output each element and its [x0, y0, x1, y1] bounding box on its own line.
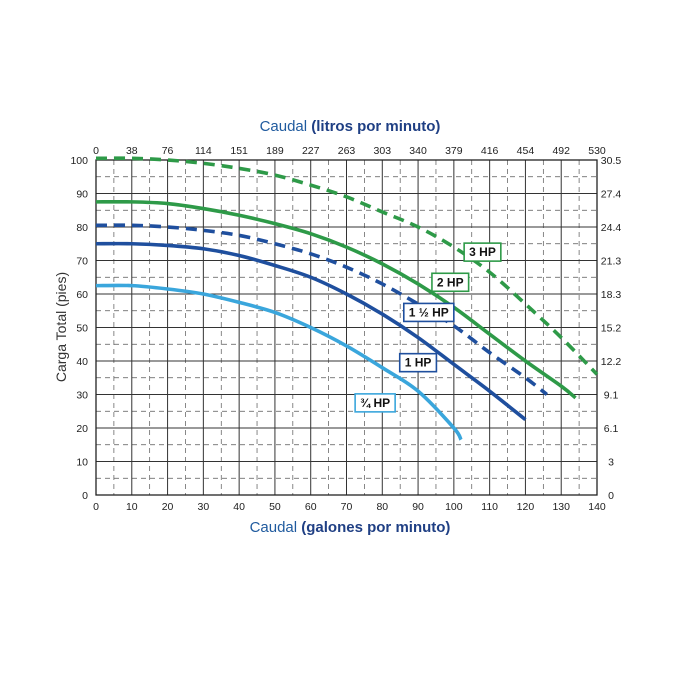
y-tick-label: 20 — [76, 423, 88, 435]
x-tick-label: 100 — [445, 501, 463, 513]
curve-label-box — [402, 302, 455, 323]
x-top-tick-label: 151 — [230, 145, 248, 157]
y-right-tick-label: 27.4 — [601, 189, 622, 201]
curves — [95, 156, 599, 441]
x-tick-label: 20 — [162, 501, 174, 513]
x-top-tick-label: 379 — [445, 145, 463, 157]
series-line-2 — [95, 223, 549, 396]
curve-label-0: 3 HP — [463, 242, 502, 262]
bottom-axis-title: Caudal (galones por minuto) — [250, 519, 451, 536]
series-line-3 — [95, 241, 527, 422]
curve-label-box — [431, 272, 470, 293]
grid — [95, 159, 598, 496]
x-top-tick-label: 530 — [588, 145, 606, 157]
plot-frame — [95, 159, 598, 496]
x-tick-label: 10 — [126, 501, 138, 513]
x-top-tick-label: 227 — [302, 145, 320, 157]
y-right-tick-label: 15.2 — [601, 323, 622, 335]
y-tick-label: 70 — [76, 256, 88, 268]
x-tick-label: 60 — [305, 501, 317, 513]
y-right-tick-label: 3 — [608, 457, 614, 469]
curve-label-box — [398, 352, 438, 373]
y-right-tick-label: 0 — [608, 490, 614, 502]
y-right-tick-label: 9.1 — [604, 390, 619, 402]
x-top-tick-label: 416 — [481, 145, 499, 157]
y-axis-title: Carga Total (pies) — [53, 272, 69, 382]
curve-labels: 3 HP 2 HP 1 ½ HP 1 HP ¾ HP — [354, 242, 502, 413]
top-axis-title: Caudal (litros por minuto) — [260, 118, 441, 135]
y-right-tick-label: 21.3 — [601, 256, 622, 268]
x-tick-label: 110 — [481, 501, 498, 513]
y-right-tick-label: 30.5 — [601, 155, 622, 167]
x-top-tick-label: 38 — [126, 145, 138, 157]
tick-labels: 0010382076301144015150189602277026380303… — [70, 145, 621, 513]
curve-label-3: 1 HP — [398, 352, 438, 373]
x-tick-label: 130 — [552, 501, 570, 513]
y-tick-label: 10 — [76, 457, 88, 469]
x-top-tick-label: 340 — [409, 145, 427, 157]
x-top-tick-label: 76 — [162, 145, 174, 157]
y-tick-label: 100 — [70, 155, 88, 167]
y-tick-label: 0 — [82, 490, 88, 502]
series-line-4 — [95, 283, 463, 441]
y-right-tick-label: 24.4 — [601, 222, 622, 234]
curve-label-box — [354, 393, 396, 413]
curve-label-2: 1 ½ HP — [402, 302, 455, 323]
x-tick-label: 40 — [233, 501, 245, 513]
x-top-tick-label: 0 — [93, 145, 99, 157]
curve-label-text: ¾ HP — [360, 396, 390, 410]
x-tick-label: 140 — [588, 501, 606, 513]
series-line-1 — [95, 199, 577, 400]
x-top-tick-label: 454 — [517, 145, 535, 157]
y-tick-label: 40 — [76, 356, 88, 368]
y-tick-label: 60 — [76, 289, 88, 301]
curve-label-text: 1 ½ HP — [409, 305, 449, 319]
curve-label-1: 2 HP — [431, 272, 470, 293]
x-tick-label: 80 — [376, 501, 388, 513]
y-right-tick-label: 6.1 — [604, 423, 619, 435]
curve-label-4: ¾ HP — [354, 393, 396, 413]
x-top-tick-label: 263 — [338, 145, 356, 157]
x-top-tick-label: 303 — [374, 145, 392, 157]
series-line-0 — [95, 156, 599, 376]
curve-label-text: 1 HP — [405, 356, 432, 370]
x-tick-label: 50 — [269, 501, 281, 513]
y-right-tick-label: 18.3 — [601, 289, 622, 301]
x-tick-label: 70 — [341, 501, 353, 513]
x-tick-label: 90 — [412, 501, 424, 513]
x-top-tick-label: 492 — [552, 145, 570, 157]
curve-label-text: 3 HP — [469, 245, 496, 259]
x-top-tick-label: 189 — [266, 145, 284, 157]
x-tick-label: 120 — [517, 501, 535, 513]
y-tick-label: 90 — [76, 189, 88, 201]
y-tick-label: 50 — [76, 323, 88, 335]
x-tick-label: 30 — [198, 501, 210, 513]
curve-label-text: 2 HP — [437, 275, 464, 289]
y-right-tick-label: 12.2 — [601, 356, 622, 368]
y-tick-label: 80 — [76, 222, 88, 234]
y-tick-label: 30 — [76, 390, 88, 402]
curve-label-box — [463, 242, 502, 262]
x-tick-label: 0 — [93, 501, 99, 513]
x-top-tick-label: 114 — [195, 145, 212, 157]
